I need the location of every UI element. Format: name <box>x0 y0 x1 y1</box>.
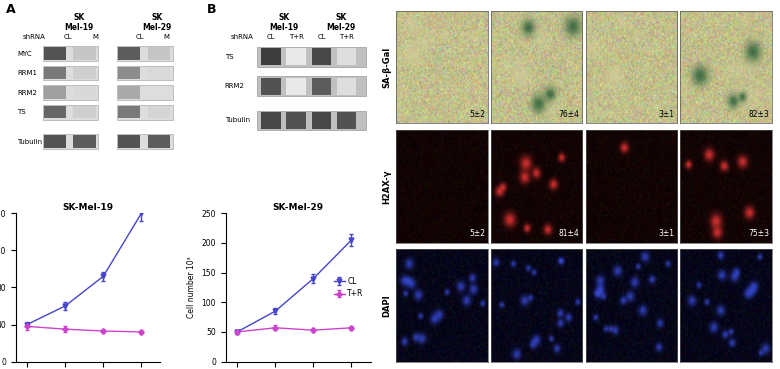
Bar <box>337 112 356 129</box>
Text: RRM1: RRM1 <box>17 70 37 76</box>
Text: TS: TS <box>225 54 233 60</box>
Bar <box>312 112 332 129</box>
Bar <box>43 66 98 80</box>
Text: 75±3: 75±3 <box>749 229 769 238</box>
Text: RRM2: RRM2 <box>225 83 245 89</box>
Bar <box>118 135 140 148</box>
Bar <box>43 105 98 120</box>
Bar <box>261 48 281 65</box>
Title: SK-Mel-19: SK-Mel-19 <box>62 203 114 213</box>
Title: SK-Mel-29: SK-Mel-29 <box>272 203 324 213</box>
Text: shRNA: shRNA <box>23 34 46 40</box>
Bar <box>117 105 172 120</box>
Bar <box>43 46 98 61</box>
Bar <box>44 86 66 99</box>
Text: TS: TS <box>17 109 26 115</box>
Text: SK
Mel-29: SK Mel-29 <box>143 13 172 32</box>
Bar <box>118 86 140 99</box>
Text: CL: CL <box>63 34 72 40</box>
Text: DAPI: DAPI <box>383 294 392 317</box>
Text: T+R: T+R <box>339 34 354 40</box>
Text: A: A <box>6 3 16 16</box>
Bar <box>337 48 356 65</box>
Text: SK
Mel-19: SK Mel-19 <box>64 13 94 32</box>
Bar <box>118 47 140 60</box>
Text: 76±4: 76±4 <box>558 110 580 119</box>
Text: 3±1: 3±1 <box>658 229 675 238</box>
Text: H2AX-γ: H2AX-γ <box>383 169 392 204</box>
Text: SK
Mel-29: SK Mel-29 <box>326 13 356 32</box>
Bar <box>73 67 96 79</box>
Text: 5±2: 5±2 <box>469 110 485 119</box>
Bar <box>73 135 96 148</box>
Text: CL: CL <box>317 34 326 40</box>
Bar <box>286 48 306 65</box>
Bar <box>261 112 281 129</box>
Bar <box>73 106 96 118</box>
Text: B: B <box>207 3 216 16</box>
Text: CL: CL <box>267 34 275 40</box>
Bar <box>337 77 356 94</box>
Legend: CL, T+R: CL, T+R <box>331 273 367 301</box>
Text: M: M <box>93 34 98 40</box>
Text: M: M <box>163 34 169 40</box>
Text: 5±2: 5±2 <box>469 229 485 238</box>
Text: T+R: T+R <box>289 34 303 40</box>
Bar <box>117 46 172 61</box>
Text: Tubulin: Tubulin <box>225 117 250 123</box>
Y-axis label: Cell number 10³: Cell number 10³ <box>187 256 196 318</box>
Bar <box>257 76 366 96</box>
Text: SA-β-Gal: SA-β-Gal <box>383 46 392 88</box>
Bar <box>73 86 96 99</box>
Text: RRM2: RRM2 <box>17 90 37 96</box>
Bar <box>43 85 98 100</box>
Bar <box>147 106 170 118</box>
Text: MYC: MYC <box>17 51 32 56</box>
Bar <box>43 134 98 149</box>
Bar <box>257 47 366 66</box>
Bar <box>147 47 170 60</box>
Bar <box>117 66 172 80</box>
Text: CL: CL <box>136 34 144 40</box>
Bar <box>117 134 172 149</box>
Bar <box>44 47 66 60</box>
Bar <box>44 106 66 118</box>
Text: 81±4: 81±4 <box>559 229 580 238</box>
Bar <box>118 106 140 118</box>
Bar <box>147 135 170 148</box>
Bar <box>118 67 140 79</box>
Bar <box>117 85 172 100</box>
Bar <box>257 111 366 130</box>
Bar <box>312 77 332 94</box>
Bar <box>286 112 306 129</box>
Text: 3±1: 3±1 <box>658 110 675 119</box>
Text: 82±3: 82±3 <box>749 110 769 119</box>
Bar <box>44 67 66 79</box>
Bar <box>286 77 306 94</box>
Text: SK
Mel-19: SK Mel-19 <box>270 13 299 32</box>
Text: shRNA: shRNA <box>231 34 254 40</box>
Bar <box>261 77 281 94</box>
Bar <box>312 48 332 65</box>
Bar <box>44 135 66 148</box>
Bar <box>147 67 170 79</box>
Bar <box>147 86 170 99</box>
Text: Tubulin: Tubulin <box>17 139 43 145</box>
Bar <box>73 47 96 60</box>
